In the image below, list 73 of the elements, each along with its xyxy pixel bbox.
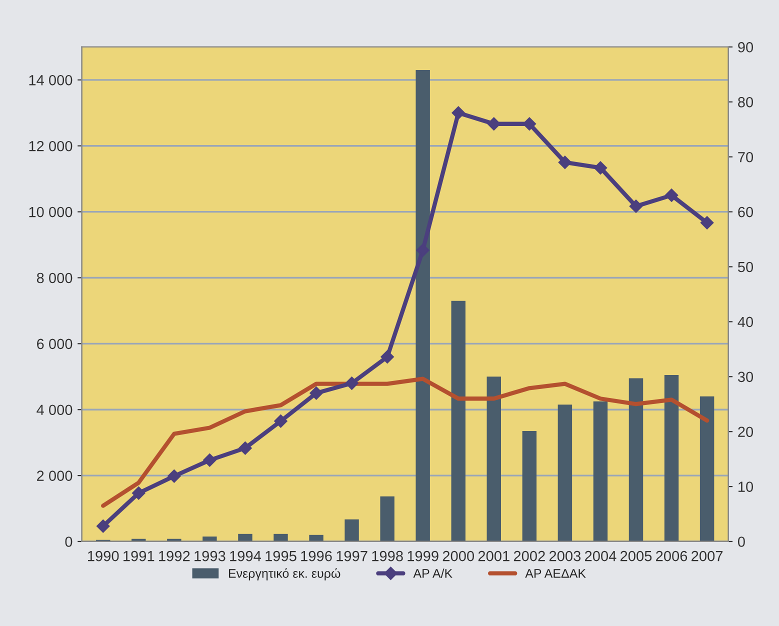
bar <box>238 534 252 542</box>
point <box>452 106 465 120</box>
point <box>203 454 216 467</box>
legend-label: Ενεργητικό εκ. ευρώ <box>228 568 340 580</box>
x-tick-label: 1999 <box>408 550 438 562</box>
x-tick-label: 1992 <box>159 550 190 562</box>
bar <box>700 396 714 542</box>
x-tick-label: 1998 <box>372 550 403 562</box>
x-tick-label: 1991 <box>124 550 154 562</box>
y2-tick-label: 40 <box>738 316 754 328</box>
bar <box>451 300 466 542</box>
point <box>594 161 608 174</box>
y2-tick-label: 60 <box>738 206 754 218</box>
bar <box>664 374 679 542</box>
y2-tick-label: 0 <box>738 536 745 547</box>
legend-label: ΑΡ Α/Κ <box>413 568 452 578</box>
y-tick-label: 14 000 <box>29 75 72 86</box>
point <box>345 376 358 390</box>
x-tick-label: 2003 <box>549 550 581 562</box>
y2-tick-label: 50 <box>738 262 754 272</box>
x-tick-label: 1997 <box>336 550 368 562</box>
line-series <box>101 376 710 508</box>
bar <box>522 431 537 542</box>
x-tick-label: 2005 <box>620 550 652 562</box>
y2-tick-label: 80 <box>738 97 754 108</box>
y-tick-label: 0 <box>65 536 72 547</box>
x-tick-label: 2002 <box>514 550 545 562</box>
x-tick-label: 1995 <box>266 550 296 562</box>
bar <box>274 534 288 542</box>
point <box>238 441 252 455</box>
bar <box>593 401 608 542</box>
y-tick-label: 10 000 <box>29 206 72 218</box>
x-tick-label: 2000 <box>442 550 474 562</box>
bar <box>202 536 217 542</box>
x-tick-label: 1994 <box>230 550 262 562</box>
x-tick-label: 2001 <box>478 550 510 562</box>
point <box>132 486 146 500</box>
bar <box>309 534 324 542</box>
bar <box>344 519 359 542</box>
bar <box>558 404 572 542</box>
y2-tick-label: 30 <box>738 372 754 382</box>
bar <box>486 376 501 542</box>
y2-tick-label: 10 <box>738 482 754 492</box>
x-tick-label: 2006 <box>656 550 688 562</box>
bar <box>628 378 644 542</box>
x-tick-label: 2007 <box>692 550 723 562</box>
point <box>380 350 394 364</box>
y-tick-label: 12 000 <box>29 140 72 152</box>
legend-label: ΑΡ ΑΕΔΑΚ <box>525 569 586 578</box>
point <box>416 244 430 257</box>
y-tick-label: 2 000 <box>37 470 72 481</box>
point <box>629 200 643 213</box>
y2-tick-label: 20 <box>738 426 754 438</box>
x-tick-label: 2004 <box>584 550 616 562</box>
bar <box>380 496 394 542</box>
point <box>664 188 678 202</box>
point <box>558 156 572 169</box>
x-tick-label: 1990 <box>88 550 119 562</box>
y-tick-label: 4 000 <box>36 404 72 416</box>
point <box>487 117 500 130</box>
bar <box>416 70 430 542</box>
y2-tick-label: 70 <box>738 152 754 162</box>
point <box>310 386 323 400</box>
point <box>274 414 288 428</box>
y-tick-label: 8 000 <box>36 272 72 284</box>
y-tick-label: 6 000 <box>37 338 72 350</box>
point <box>168 470 181 483</box>
x-tick-label: 1993 <box>194 550 226 562</box>
point <box>522 117 536 130</box>
x-tick-label: 1996 <box>301 550 332 562</box>
y2-tick-label: 90 <box>738 42 754 52</box>
point <box>700 216 714 230</box>
point <box>96 520 110 533</box>
